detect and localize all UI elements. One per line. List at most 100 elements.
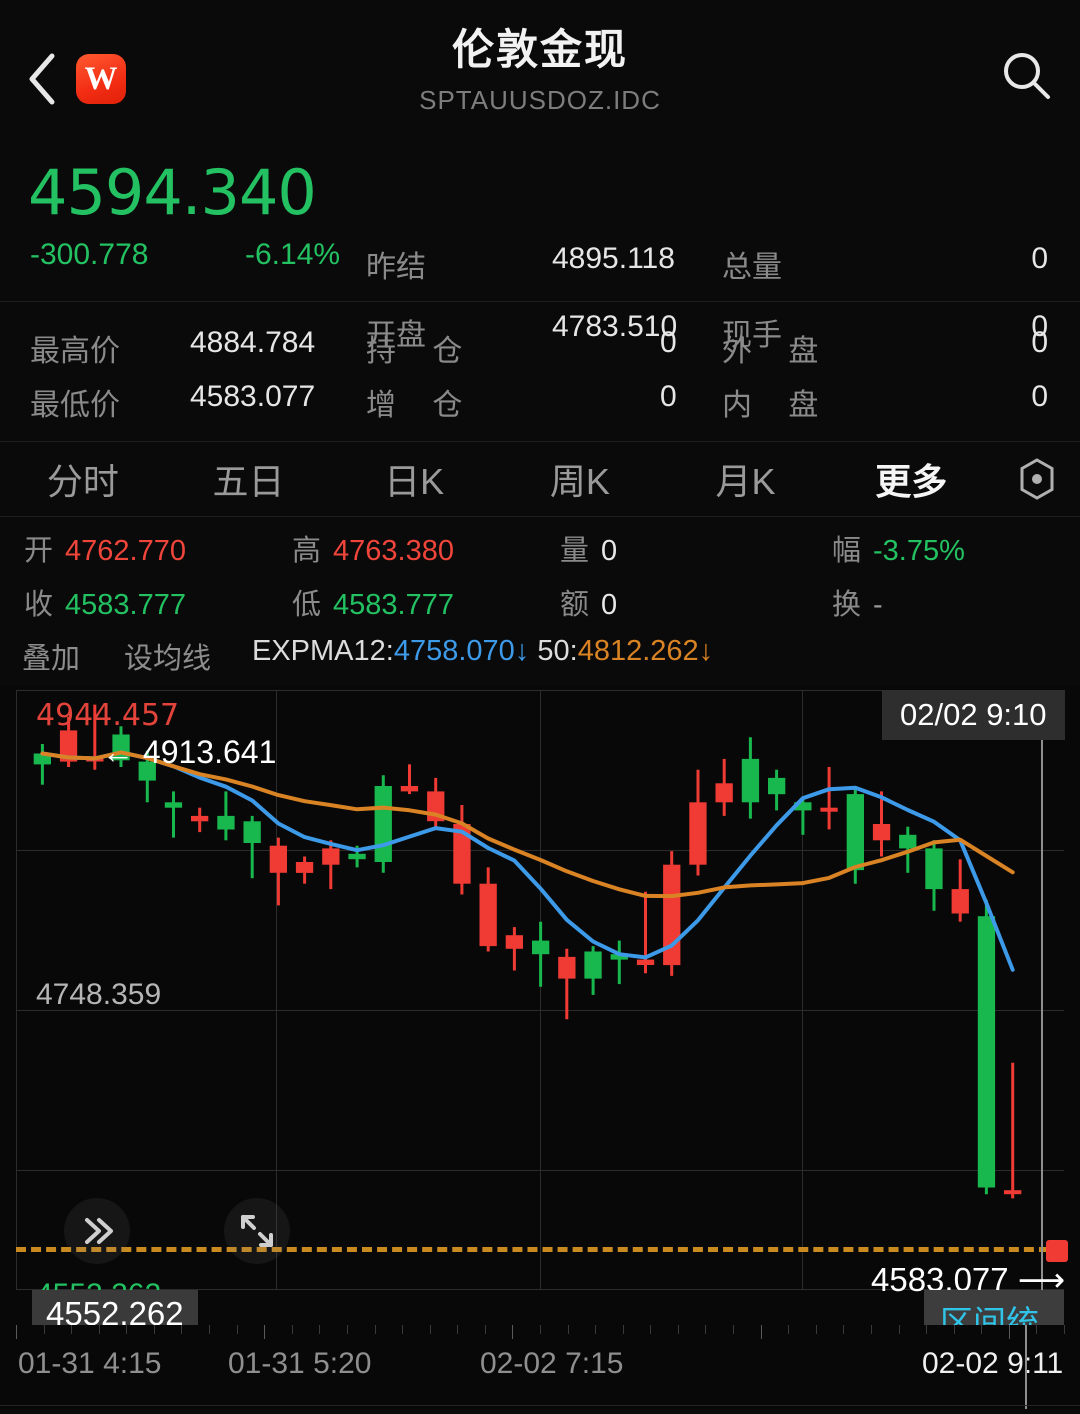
tab-dayk[interactable]: 日K (384, 461, 445, 502)
field-value-low: 4583.077 (190, 380, 316, 413)
axis-tick (870, 1325, 872, 1334)
hex-gear-icon[interactable] (994, 456, 1080, 502)
expand-arrows-icon[interactable] (224, 1198, 290, 1264)
tab-fiveday[interactable]: 五日 (212, 461, 285, 502)
axis-tick (1036, 1325, 1038, 1334)
grid-vline (16, 690, 17, 1290)
axis-tick (98, 1325, 100, 1334)
field-label-low: 最低价 (30, 389, 120, 422)
title-block: 伦敦金现 SPTAUUSDOZ.IDC (0, 16, 1080, 116)
ohlc-turnover-label: 额 (560, 589, 590, 621)
grid-hline (16, 850, 1064, 851)
indicator-values[interactable]: EXPMA12:4758.070↓ 50:4812.262↓ (252, 635, 714, 667)
tab-weekk[interactable]: 周K (549, 461, 610, 502)
grid-vline (802, 690, 803, 1290)
ohlc-open-label: 开 (24, 535, 54, 567)
axis-ticks (16, 1325, 1065, 1339)
ohlc-close: 收 4583.777 (24, 581, 186, 623)
axis-tick (16, 1325, 17, 1339)
axis-tick (264, 1325, 266, 1339)
field-label-currentvolume: 现手 (722, 319, 782, 352)
axis-tick (1008, 1325, 1010, 1339)
last-price-dashed-line (16, 1247, 1064, 1252)
ohlc-high-label: 高 (292, 535, 322, 567)
grid-vline (540, 690, 541, 1290)
indicator-arrow-12: ↓ (514, 635, 530, 667)
field-value-open: 4783.510 (552, 310, 678, 343)
axis-time-label-current: 02-02 9:11 (922, 1347, 1064, 1380)
axis-tick (540, 1325, 541, 1334)
overlay-button[interactable]: 叠加 (22, 643, 81, 675)
field-label-outervolume: 外 盘 (722, 335, 833, 368)
axis-tick (126, 1325, 128, 1334)
top-bar: W 伦敦金现 SPTAUUSDOZ.IDC (0, 0, 1080, 140)
crosshair-time-tooltip: 02/02 9:10 (882, 690, 1065, 740)
axis-tick (153, 1325, 155, 1334)
field-value-outervolume: 0 (1031, 326, 1048, 359)
search-icon[interactable] (998, 48, 1054, 104)
grid-hline (16, 1170, 1064, 1171)
axis-tick (926, 1325, 928, 1334)
field-value-currentvolume: 0 (1031, 310, 1048, 343)
app-logo[interactable]: W (76, 54, 126, 104)
tab-minute[interactable]: 分时 (46, 461, 119, 502)
quote-block: 4594.340 -300.778 -6.14% 昨结 4895.118 开盘 4… (0, 140, 1080, 352)
price-change: -300.778 (30, 238, 149, 271)
range-stats-button[interactable]: 区间统计 (924, 1290, 1064, 1325)
field-value-prevclose: 4895.118 (552, 242, 675, 275)
field-label-prevclose: 昨结 (366, 251, 426, 284)
grid-hline (16, 1010, 1064, 1011)
axis-tick (209, 1325, 211, 1334)
axis-tick (402, 1325, 404, 1334)
indicator-label-50: 50 (537, 635, 570, 667)
tab-monthk[interactable]: 月K (715, 461, 776, 502)
axis-label-high: 4944.457 (36, 698, 180, 733)
axis-label-low-tooltip: 4552.262 (32, 1290, 198, 1325)
ohlc-volume-value: 0 (601, 535, 618, 567)
axis-time-label: 02-02 7:15 (480, 1347, 624, 1380)
crosshair-axis-line (1025, 1325, 1027, 1409)
ohlc-exchange-label: 换 (832, 589, 862, 621)
candlestick-chart[interactable]: 4944.457 ← 4913.641 4748.359 4552.262 45… (0, 685, 1080, 1325)
ma-peak-annotation: ← 4913.641 (102, 734, 277, 770)
axis-tick (760, 1325, 762, 1339)
grid-vline (276, 690, 277, 1290)
symbol-code: SPTAUUSDOZ.IDC (419, 85, 661, 115)
field-value-changeinterest: 0 (660, 380, 677, 413)
axis-time-label: 01-31 4:15 (18, 1347, 162, 1380)
axis-tick (346, 1325, 348, 1334)
grid-hline (16, 1289, 1064, 1290)
field-value-innervolume: 0 (1031, 380, 1048, 413)
set-ma-button[interactable]: 设均线 (124, 643, 212, 675)
chart-plot-area[interactable]: 4944.457 ← 4913.641 4748.359 4552.262 45… (16, 690, 1068, 1325)
axis-tick (595, 1325, 597, 1334)
axis-tick (733, 1325, 735, 1334)
axis-tick (705, 1325, 707, 1334)
field-label-innervolume: 内 盘 (722, 389, 833, 422)
axis-bottom-divider (0, 1405, 1080, 1406)
axis-tick (71, 1325, 73, 1334)
ohlc-close-value: 4583.777 (65, 589, 186, 621)
ohlc-low-value: 4583.777 (333, 589, 454, 621)
indicator-value-12: 4758.070 (393, 635, 515, 667)
ohlc-open-value: 4762.770 (65, 535, 186, 567)
axis-tick (374, 1325, 376, 1334)
ohlc-exchange: 换- (832, 581, 883, 623)
axis-tick (677, 1325, 679, 1334)
axis-tick (567, 1325, 569, 1334)
ohlc-exchange-value: - (873, 589, 883, 621)
candle-series (33, 704, 1022, 1199)
axis-label-mid: 4748.359 (36, 978, 162, 1011)
ohlc-amplitude-label: 幅 (832, 535, 862, 567)
ohlc-amplitude: 幅 -3.75% (832, 527, 965, 569)
back-icon[interactable] (22, 50, 62, 108)
axis-tick (429, 1325, 431, 1334)
price-change-row: -300.778 -6.14% (30, 238, 340, 272)
grid-hline (16, 690, 1064, 691)
last-price: 4594.340 (28, 156, 317, 229)
ohlc-high: 高 4763.380 (292, 527, 454, 569)
tab-more[interactable]: 更多 (875, 461, 948, 502)
double-chevron-right-icon[interactable] (64, 1198, 130, 1264)
